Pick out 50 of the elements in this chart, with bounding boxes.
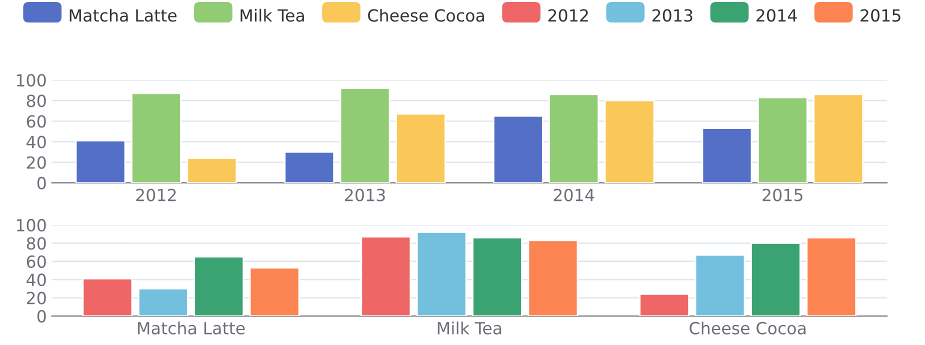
bar (492, 115, 544, 183)
bar (249, 267, 300, 316)
x-tick-label: 2012 (136, 188, 176, 202)
y-tick-label: 0 (37, 176, 46, 190)
x-tick-label: 2015 (762, 188, 802, 202)
x-tick-label: 2014 (554, 188, 594, 202)
bar (340, 88, 390, 183)
bar (757, 96, 808, 183)
bar (284, 151, 335, 183)
legend-label: 2013 (652, 9, 692, 22)
bar (806, 236, 857, 316)
legend-label: Milk Tea (240, 8, 304, 22)
y-tick-label: 0 (37, 310, 46, 323)
bar (416, 232, 467, 316)
legend-label: 2014 (756, 9, 797, 22)
y-tick-label: 100 (16, 218, 46, 232)
y-tick-label: 40 (26, 274, 46, 286)
bar (75, 140, 126, 183)
x-tick-label: Cheese Cocoa (690, 322, 806, 334)
bar (186, 157, 238, 183)
y-tick-label: 40 (26, 136, 46, 148)
bar (702, 128, 752, 183)
bar (528, 240, 578, 316)
x-tick-label: Matcha Latte (138, 322, 245, 334)
x-tick-label: Milk Tea (438, 322, 502, 334)
bar (548, 94, 600, 183)
legend-label: 2012 (548, 9, 588, 22)
bar (194, 256, 244, 316)
bar (138, 288, 188, 316)
legend-label: 2015 (860, 9, 900, 22)
y-tick-label: 60 (26, 115, 46, 128)
y-tick-label: 20 (26, 292, 46, 304)
legend-label: Matcha Latte (70, 8, 176, 22)
bar (82, 278, 133, 316)
y-tick-label: 60 (26, 255, 46, 268)
bar (750, 242, 801, 316)
y-tick-label: 100 (16, 74, 46, 87)
bar (639, 293, 690, 316)
legend-label: Cheese Cocoa (368, 8, 484, 22)
bar (360, 236, 412, 316)
bar (694, 254, 746, 316)
x-tick-label: 2013 (345, 188, 385, 202)
y-tick-label: 80 (26, 237, 46, 250)
bar (131, 92, 182, 183)
y-tick-label: 20 (26, 156, 46, 169)
bar (396, 113, 446, 183)
y-tick-label: 80 (26, 94, 46, 108)
bar (813, 94, 864, 183)
bar (604, 100, 655, 183)
bar (472, 236, 522, 316)
